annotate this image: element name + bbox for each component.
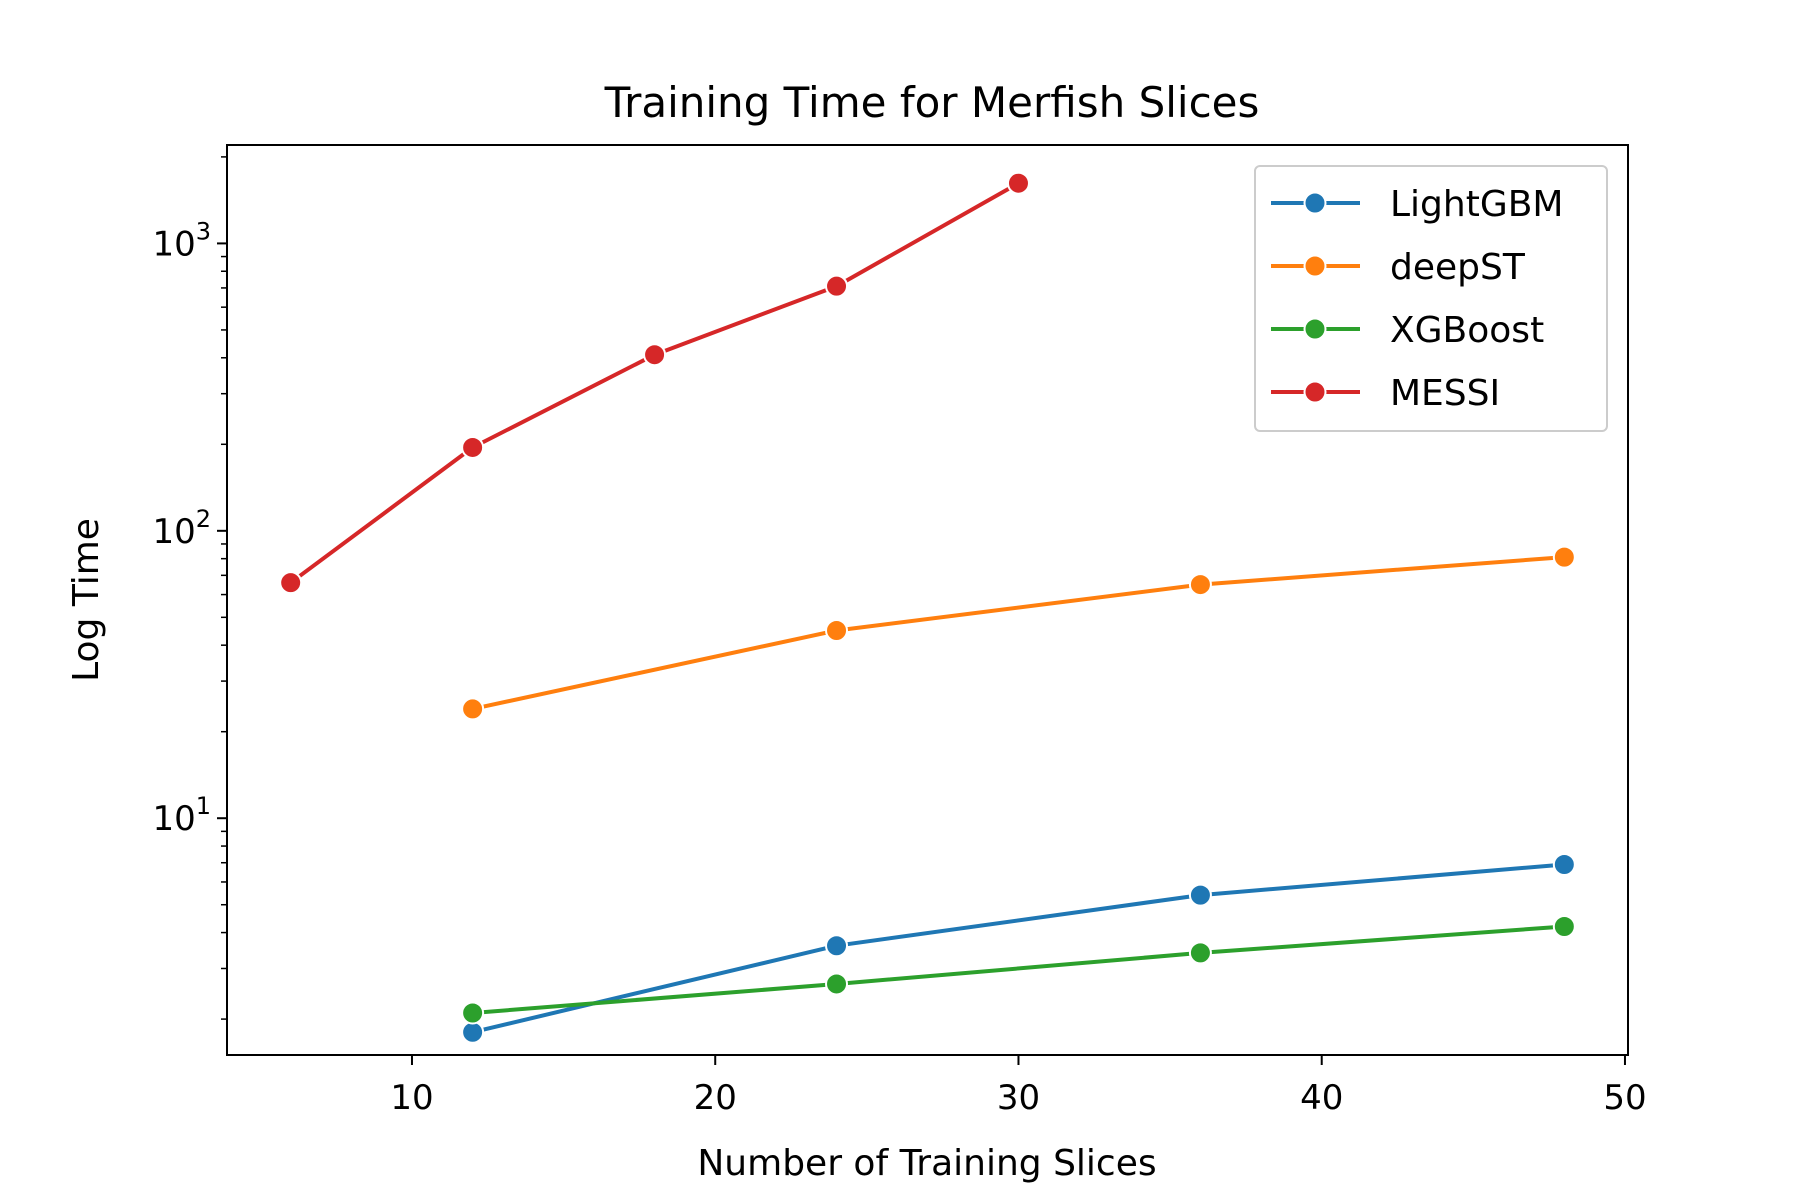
x-tick-label: 40 — [1300, 1078, 1343, 1118]
y-axis-ticks: 101 102 103 — [152, 156, 227, 1020]
series-line-xgboost — [472, 924, 1565, 1015]
legend: LightGBM deepST XGBoost MESSI — [1254, 165, 1608, 432]
legend-marker-deepst — [1303, 254, 1327, 278]
chart-title: Training Time for Merfish Slices — [604, 78, 1260, 127]
x-axis-label: Number of Training Slices — [697, 1143, 1156, 1184]
data-point-lightgbm — [1552, 853, 1576, 877]
x-axis-ticks: 10 20 30 40 50 — [390, 1055, 1647, 1118]
series-line-messi — [289, 181, 1020, 585]
x-tick-label: 50 — [1603, 1078, 1646, 1118]
legend-marker-messi — [1303, 380, 1327, 404]
x-tick-label: 10 — [390, 1078, 433, 1118]
y-tick-label: 101 — [152, 792, 211, 839]
data-point-xgboost — [461, 1001, 485, 1025]
data-point-deepst — [825, 618, 849, 642]
data-point-xgboost — [1552, 914, 1576, 938]
y-axis-label: Log Time — [66, 518, 107, 682]
data-point-messi — [643, 343, 667, 367]
x-tick-label: 20 — [694, 1078, 737, 1118]
legend-marker-lightgbm — [1303, 191, 1327, 215]
axes-frame — [226, 144, 1629, 1056]
series-line-lightgbm — [472, 862, 1565, 1035]
legend-marker-xgboost — [1303, 317, 1327, 341]
data-point-deepst — [1552, 545, 1576, 569]
data-point-deepst — [461, 697, 485, 721]
legend-box — [1254, 165, 1608, 432]
series-line-deepst — [472, 555, 1565, 711]
data-point-xgboost — [825, 972, 849, 996]
x-tick-label: 30 — [997, 1078, 1040, 1118]
data-point-messi — [461, 435, 485, 459]
legend-label-xgboost: XGBoost — [1390, 310, 1544, 351]
data-point-xgboost — [1188, 941, 1212, 965]
data-point-messi — [825, 274, 849, 298]
legend-label-lightgbm: LightGBM — [1390, 184, 1564, 225]
y-tick-label: 102 — [152, 505, 211, 552]
legend-label-messi: MESSI — [1390, 373, 1500, 414]
data-point-lightgbm — [461, 1020, 485, 1044]
data-point-lightgbm — [825, 934, 849, 958]
y-tick-label: 103 — [152, 217, 211, 264]
legend-label-deepst: deepST — [1390, 247, 1526, 288]
plot-area — [279, 171, 1576, 1044]
data-point-lightgbm — [1188, 883, 1212, 907]
data-point-deepst — [1188, 573, 1212, 597]
data-point-messi — [1006, 171, 1030, 195]
data-point-messi — [279, 571, 303, 595]
